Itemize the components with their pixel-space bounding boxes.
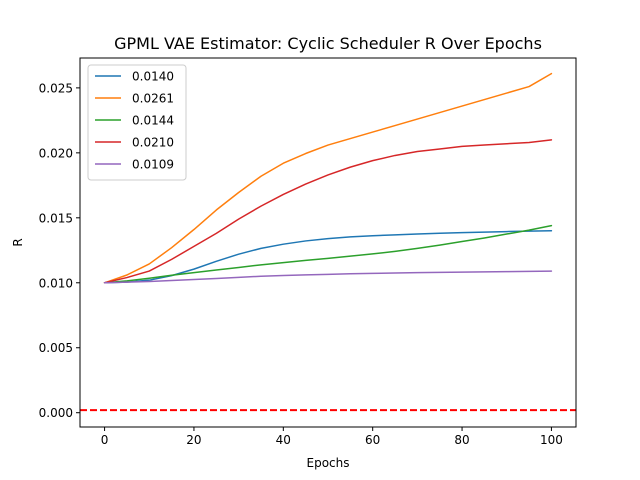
y-tick-label: 0.025 [39,81,73,95]
series-line-3 [103,139,553,284]
x-tick-label: 40 [276,433,291,447]
legend: 0.0140 0.0261 0.0144 0.0210 0.0109 [87,64,187,181]
legend-label-3: 0.0210 [132,136,174,150]
series-line-0 [103,230,553,284]
y-axis: 0.000 0.005 0.010 0.015 0.020 0.025 [39,81,80,420]
series-line-2 [103,224,553,284]
y-tick-label: 0.010 [39,276,73,290]
x-tick-label: 100 [540,433,563,447]
y-tick-label: 0.020 [39,146,73,160]
y-tick-label: 0.005 [39,341,73,355]
x-tick-label: 0 [101,433,109,447]
legend-label-4: 0.0109 [132,158,174,172]
x-tick-label: 60 [365,433,380,447]
y-tick-label: 0.000 [39,406,73,420]
y-tick-label: 0.015 [39,211,73,225]
legend-label-2: 0.0144 [132,114,174,128]
plot-area [80,72,576,412]
legend-label-1: 0.0261 [132,92,174,106]
x-axis-label: Epochs [307,456,350,470]
x-axis: 0 20 40 60 80 100 [101,427,563,447]
axes-frame [79,57,577,428]
y-axis-label: R [11,238,25,246]
x-tick-label: 20 [186,433,201,447]
chart-title: GPML VAE Estimator: Cyclic Scheduler R O… [114,34,542,53]
legend-box [87,64,187,181]
series-line-1 [103,72,553,284]
x-tick-label: 80 [454,433,469,447]
legend-label-0: 0.0140 [132,70,174,84]
series-line-4 [103,270,553,284]
